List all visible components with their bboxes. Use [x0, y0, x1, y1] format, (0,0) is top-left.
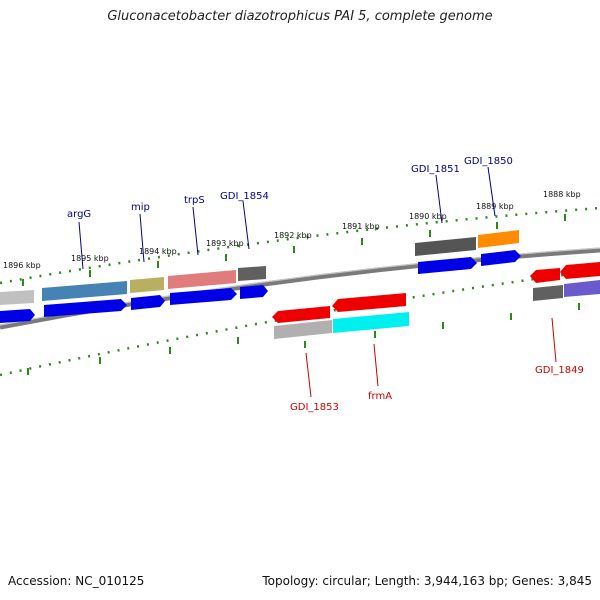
gene-arrow[interactable] — [0, 309, 35, 323]
tick-label: 1893 kbp — [206, 239, 244, 248]
gene-arrow-GDI_1851[interactable] — [418, 257, 477, 274]
forward-arrows — [0, 250, 521, 323]
forward-gene-labels: argG mip trpS GDI_1854 GDI_1851 GDI_1850 — [67, 156, 513, 270]
gene-label-GDI_1850[interactable]: GDI_1850 — [464, 156, 513, 167]
gene-arrow[interactable] — [560, 262, 600, 279]
tick-label: 1894 kbp — [139, 247, 177, 256]
gene-arrow-frmA[interactable] — [332, 293, 406, 312]
gene-label-mip[interactable]: mip — [131, 202, 150, 213]
feature-block-argG — [42, 281, 127, 301]
gene-arrow-mip[interactable] — [131, 295, 165, 310]
gene-label-GDI_1854[interactable]: GDI_1854 — [220, 191, 269, 202]
gene-label-frmA[interactable]: frmA — [368, 391, 392, 402]
feature-block-mip — [130, 277, 164, 293]
tick-label: 1896 kbp — [3, 261, 41, 270]
feature-block-trpS — [168, 270, 236, 289]
gene-arrow-trpS[interactable] — [170, 288, 237, 305]
gene-label-GDI_1853[interactable]: GDI_1853 — [290, 402, 339, 413]
gene-label-GDI_1851[interactable]: GDI_1851 — [411, 164, 460, 175]
gene-arrow-argG[interactable] — [44, 299, 127, 317]
gene-arrow-GDI_1849[interactable] — [530, 268, 560, 283]
gene-arrow-GDI_1853[interactable] — [272, 306, 330, 323]
tick-label: 1890 kbp — [409, 212, 447, 221]
accession-text: Accession: NC_010125 — [8, 574, 145, 588]
outer-tick-track — [0, 206, 600, 286]
feature-block-GDI_1850 — [478, 230, 519, 248]
tick-label: 1895 kbp — [71, 254, 109, 263]
reverse-features — [274, 280, 600, 339]
feature-block-frmA — [333, 312, 409, 333]
tick-label: 1891 kbp — [342, 222, 380, 231]
reverse-arrows — [272, 262, 600, 323]
gene-label-argG[interactable]: argG — [67, 209, 91, 220]
feature-block — [0, 290, 34, 305]
tick-label: 1892 kbp — [274, 231, 312, 240]
feature-block — [564, 280, 600, 297]
feature-block-GDI_1853 — [274, 320, 332, 339]
tick-label: 1888 kbp — [543, 190, 581, 199]
tick-label: 1889 kbp — [476, 202, 514, 211]
map-title: Gluconacetobacter diazotrophicus PAI 5, … — [107, 9, 493, 24]
gene-label-GDI_1849[interactable]: GDI_1849 — [535, 365, 584, 376]
feature-block-GDI_1849 — [533, 285, 563, 301]
gene-arrow-GDI_1850[interactable] — [481, 250, 521, 266]
inner-tick-track — [0, 268, 600, 377]
forward-features — [0, 230, 519, 305]
gene-label-trpS[interactable]: trpS — [184, 195, 205, 206]
gene-arrow-GDI_1854[interactable] — [240, 285, 268, 299]
genome-summary-text: Topology: circular; Length: 3,944,163 bp… — [262, 574, 592, 588]
reverse-gene-labels: GDI_1853 frmA GDI_1849 — [290, 317, 584, 413]
feature-block-GDI_1851 — [415, 237, 476, 256]
feature-block-GDI_1854 — [238, 266, 266, 281]
